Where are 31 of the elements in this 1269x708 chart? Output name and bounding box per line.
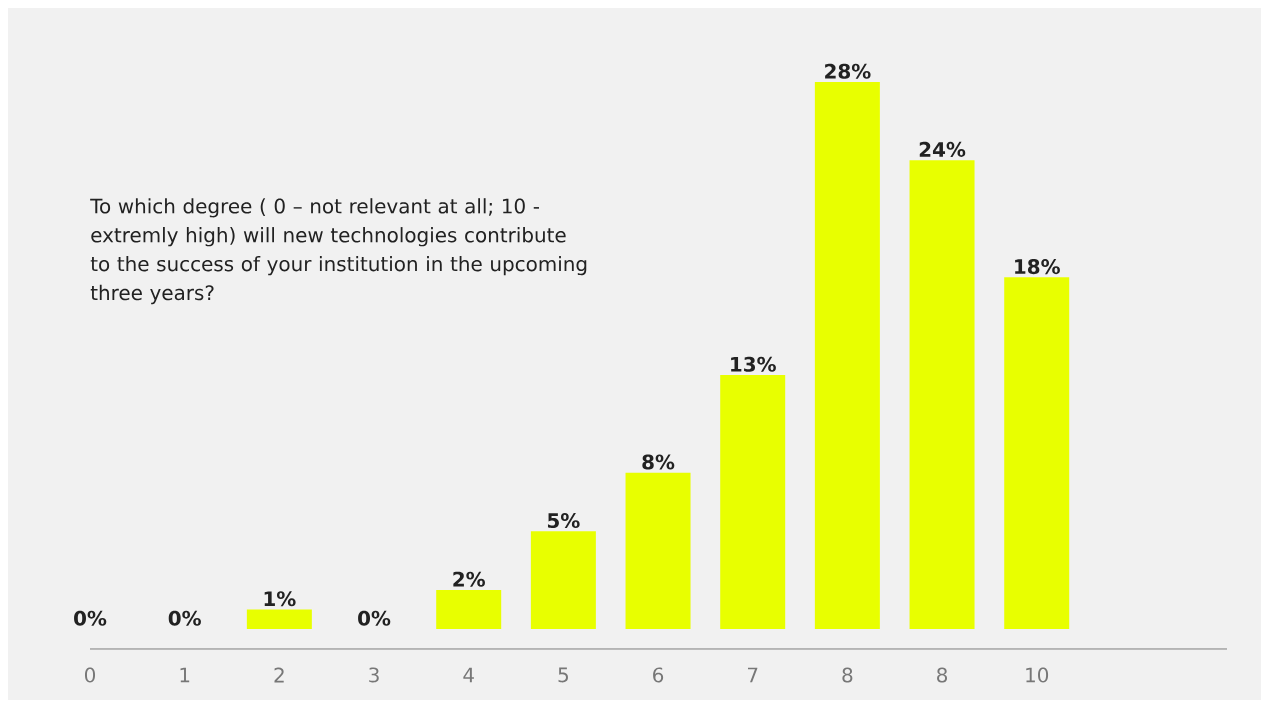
text: To which degree ( 0 – not relevant at all; 10 - extremly high) will new technologies contribute to the success of your institution in the upcoming three years? bbox=[90, 198, 587, 305]
x-tick-label: 2 bbox=[274, 667, 284, 683]
bar bbox=[530, 531, 596, 629]
x-tick-label: 3 bbox=[369, 667, 379, 683]
data-label: 0% bbox=[74, 610, 107, 626]
x-tick-label: 8 bbox=[937, 667, 948, 683]
data-label: 2% bbox=[453, 571, 485, 587]
data-label: 0% bbox=[358, 610, 391, 626]
bar bbox=[625, 472, 691, 629]
x-tick-label: 5 bbox=[558, 667, 568, 683]
x-tick-label: 0 bbox=[84, 667, 96, 683]
data-label: 0% bbox=[168, 610, 201, 626]
data-label: 5% bbox=[547, 513, 580, 529]
data-label: 18% bbox=[1015, 259, 1060, 275]
data-label: 1% bbox=[264, 591, 296, 607]
bar bbox=[909, 160, 975, 629]
data-label: 24% bbox=[919, 141, 966, 157]
data-label: 8% bbox=[642, 454, 675, 470]
data-label: 13% bbox=[731, 356, 776, 372]
x-tick-label: 6 bbox=[653, 667, 664, 683]
x-tick-label: 8 bbox=[842, 667, 853, 683]
data-label: 28% bbox=[825, 63, 871, 79]
bar bbox=[436, 589, 502, 629]
x-tick-label: 10 bbox=[1026, 667, 1049, 683]
x-tick-label: 7 bbox=[748, 667, 758, 683]
bar bbox=[1004, 277, 1070, 629]
bar bbox=[814, 81, 880, 629]
bar bbox=[720, 375, 786, 629]
x-tick-label: 1 bbox=[180, 667, 190, 683]
x-tick-label: 4 bbox=[463, 667, 474, 683]
bar bbox=[246, 609, 312, 629]
